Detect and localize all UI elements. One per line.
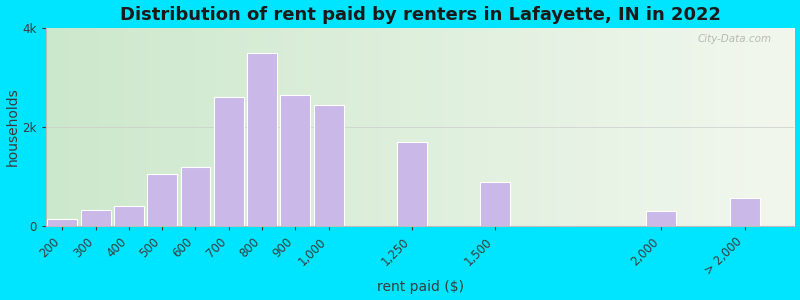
Bar — [81, 210, 110, 226]
Bar — [314, 105, 343, 226]
Bar — [480, 182, 510, 226]
Bar — [397, 142, 426, 226]
X-axis label: rent paid ($): rent paid ($) — [377, 280, 463, 294]
Bar — [730, 198, 759, 226]
Bar — [280, 95, 310, 226]
Text: City-Data.com: City-Data.com — [698, 34, 772, 44]
Bar — [247, 53, 277, 226]
Bar — [47, 219, 78, 226]
Bar — [214, 97, 244, 226]
Bar — [114, 206, 144, 226]
Y-axis label: households: households — [6, 88, 19, 166]
Bar — [646, 211, 676, 226]
Bar — [181, 167, 210, 226]
Bar — [147, 174, 177, 226]
Title: Distribution of rent paid by renters in Lafayette, IN in 2022: Distribution of rent paid by renters in … — [119, 6, 721, 24]
